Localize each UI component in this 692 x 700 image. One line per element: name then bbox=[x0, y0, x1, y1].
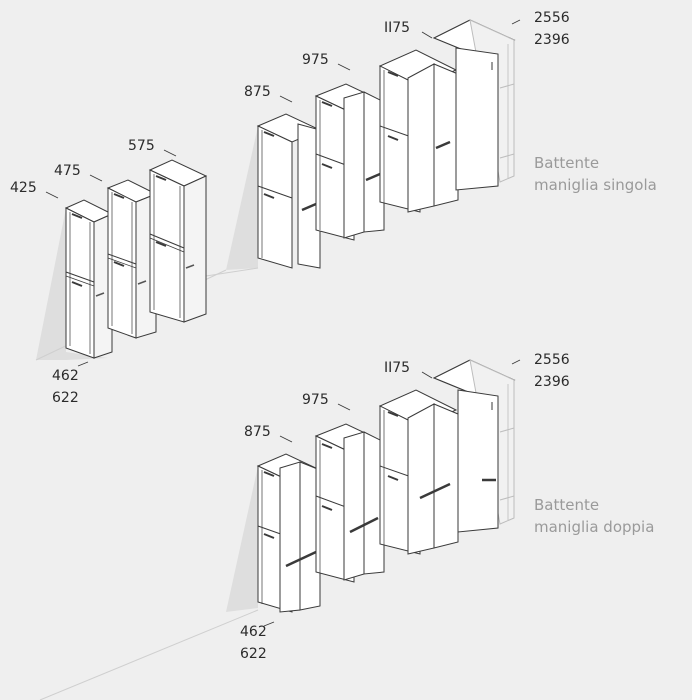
label-width-975-top: 975 bbox=[302, 52, 329, 68]
label-width-475: 475 bbox=[54, 163, 81, 179]
caption-handle-bottom: maniglia doppia bbox=[534, 518, 654, 536]
module-1175-bottom bbox=[378, 389, 459, 555]
caption-handle-top: maniglia singola bbox=[534, 176, 657, 194]
label-width-1175-bottom: II75 bbox=[384, 360, 410, 376]
caption-type-bottom: Battente bbox=[534, 496, 599, 514]
module-975-top bbox=[314, 83, 386, 241]
label-height-2396-top: 2396 bbox=[534, 32, 570, 48]
module-425-top bbox=[64, 199, 114, 359]
module-875-bottom bbox=[256, 453, 322, 613]
label-width-875-top: 875 bbox=[244, 84, 271, 100]
module-open-door-bottom bbox=[432, 359, 516, 533]
label-width-575-top: 575 bbox=[128, 138, 155, 154]
label-width-875-bottom: 875 bbox=[244, 424, 271, 440]
label-height-2556-top: 2556 bbox=[534, 10, 570, 26]
leader-lines bbox=[45, 19, 521, 627]
module-475-top bbox=[106, 179, 158, 339]
label-width-1175-top: II75 bbox=[384, 20, 410, 36]
label-depth-462-bottom: 462 bbox=[240, 624, 267, 640]
module-1175-top bbox=[378, 49, 459, 213]
label-height-2556-bottom: 2556 bbox=[534, 352, 570, 368]
label-height-2396-bottom: 2396 bbox=[534, 374, 570, 390]
module-875-top bbox=[256, 113, 322, 269]
label-width-975-bottom: 975 bbox=[302, 392, 329, 408]
label-depth-622-top: 622 bbox=[52, 390, 79, 406]
label-depth-622-bottom: 622 bbox=[240, 646, 267, 662]
caption-type-top: Battente bbox=[534, 154, 599, 172]
module-open-door-top bbox=[432, 19, 516, 191]
label-width-425: 425 bbox=[10, 180, 37, 196]
label-depth-462-top: 462 bbox=[52, 368, 79, 384]
module-575-top bbox=[148, 159, 208, 323]
module-975-bottom bbox=[314, 423, 386, 583]
floor-shadows bbox=[35, 126, 259, 700]
